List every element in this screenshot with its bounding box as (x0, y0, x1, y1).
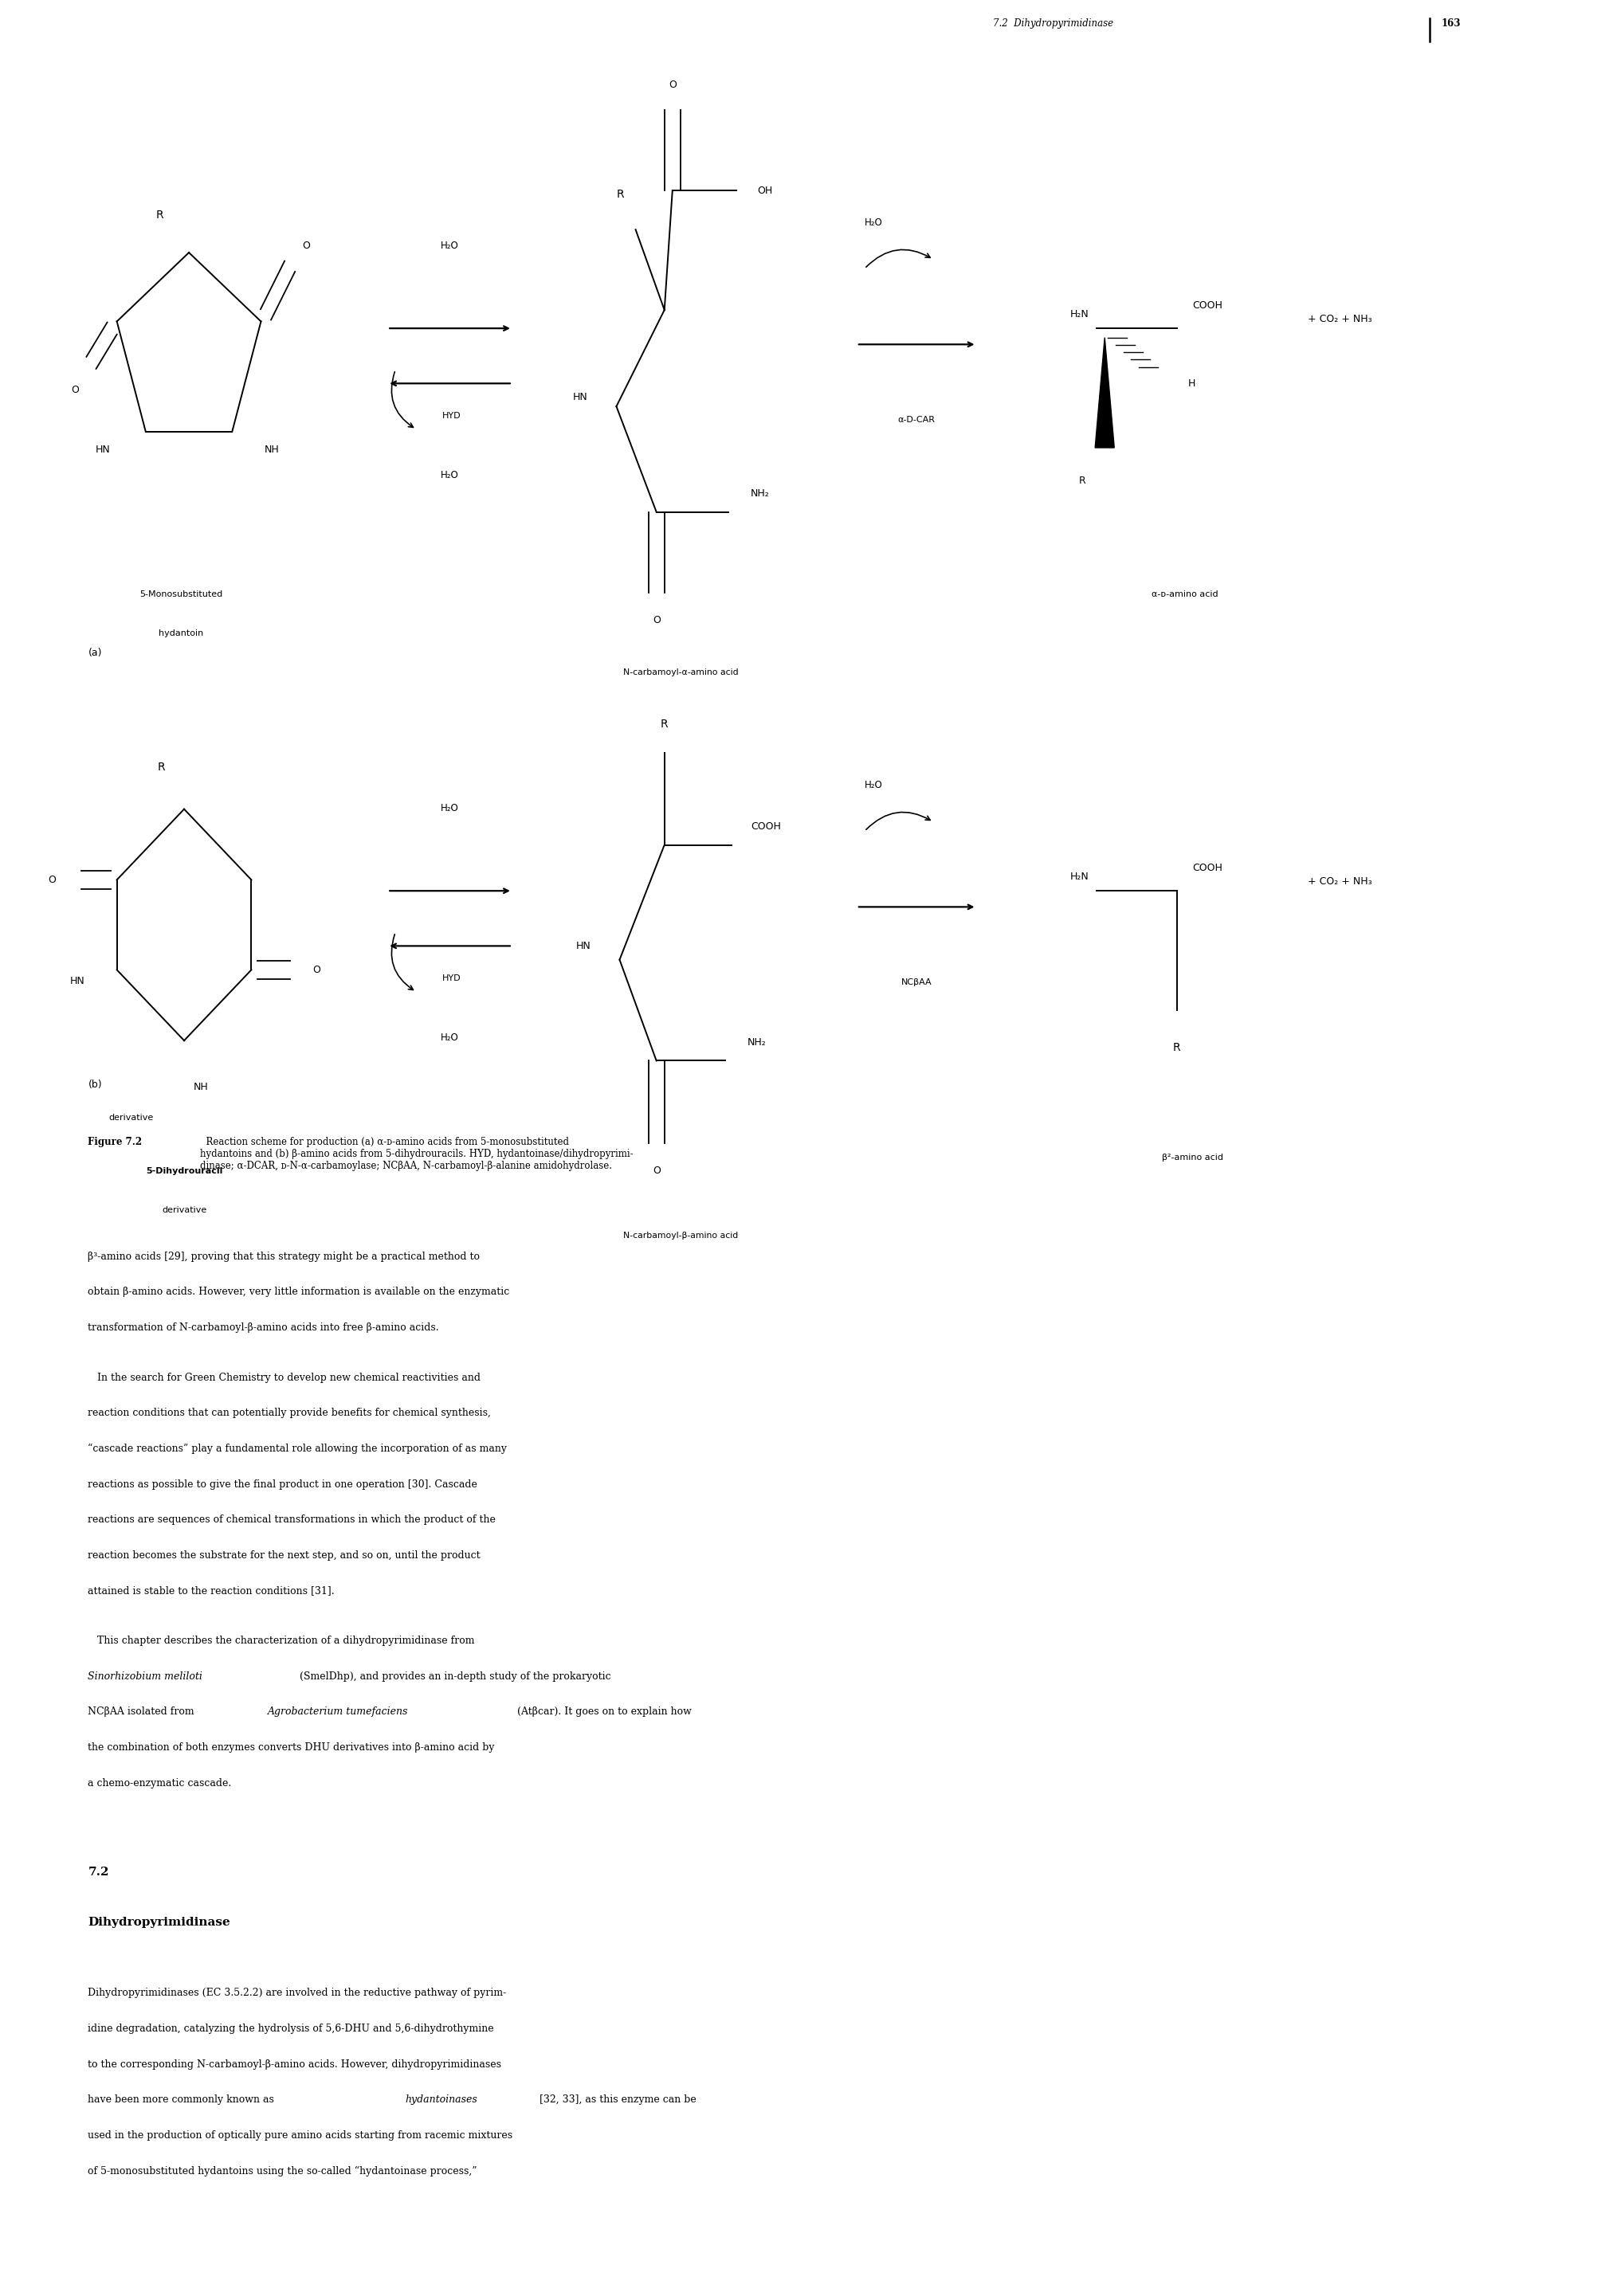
Text: NCβAA isolated from: NCβAA isolated from (88, 1706, 199, 1717)
Text: derivative: derivative (109, 1114, 154, 1120)
Text: “cascade reactions” play a fundamental role allowing the incorporation of as man: “cascade reactions” play a fundamental r… (88, 1444, 508, 1453)
Text: 7.2: 7.2 (88, 1867, 109, 1878)
Text: O: O (653, 1166, 660, 1176)
Text: to the corresponding Ν-carbamoyl-β-amino acids. However, dihydropyrimidinases: to the corresponding Ν-carbamoyl-β-amino… (88, 2060, 501, 2069)
Text: OH: OH (757, 186, 773, 195)
Text: In the search for Green Chemistry to develop new chemical reactivities and: In the search for Green Chemistry to dev… (88, 1373, 480, 1382)
Text: have been more commonly known as: have been more commonly known as (88, 2094, 277, 2105)
Text: HN: HN (576, 941, 591, 951)
Text: O: O (312, 964, 320, 976)
Text: HN: HN (70, 976, 85, 987)
Text: of 5-monosubstituted hydantoins using the so-called “hydantoinase process,”: of 5-monosubstituted hydantoins using th… (88, 2165, 477, 2177)
Text: reactions are sequences of chemical transformations in which the product of the: reactions are sequences of chemical tran… (88, 1515, 496, 1525)
Text: (Atβcar). It goes on to explain how: (Atβcar). It goes on to explain how (514, 1706, 692, 1717)
Text: Figure 7.2: Figure 7.2 (88, 1137, 142, 1148)
Text: H₂O: H₂O (865, 781, 882, 790)
Polygon shape (1095, 338, 1114, 448)
Text: O: O (303, 241, 309, 250)
Text: (b): (b) (88, 1079, 102, 1091)
Text: COOH: COOH (751, 822, 781, 831)
Text: R: R (1174, 1042, 1180, 1054)
Text: idine degradation, catalyzing the hydrolysis of 5,6-DHU and 5,6-dihydrothymine: idine degradation, catalyzing the hydrol… (88, 2023, 495, 2034)
Text: O: O (653, 615, 660, 625)
Text: obtain β-amino acids. However, very little information is available on the enzym: obtain β-amino acids. However, very litt… (88, 1286, 509, 1297)
Text: 5-Dihydrouracil: 5-Dihydrouracil (146, 1166, 223, 1176)
Text: H₂N: H₂N (1069, 872, 1089, 882)
Text: NH₂: NH₂ (748, 1038, 767, 1047)
Text: Sinorhizobium meliloti: Sinorhizobium meliloti (88, 1671, 203, 1681)
Text: β³-amino acids [29], proving that this strategy might be a practical method to: β³-amino acids [29], proving that this s… (88, 1251, 480, 1263)
Text: NH₂: NH₂ (751, 489, 770, 498)
Text: HN: HN (96, 445, 110, 455)
Text: Agrobacterium tumefaciens: Agrobacterium tumefaciens (267, 1706, 408, 1717)
Text: reaction becomes the substrate for the next step, and so on, until the product: reaction becomes the substrate for the n… (88, 1550, 480, 1561)
Text: [32, 33], as this enzyme can be: [32, 33], as this enzyme can be (536, 2094, 696, 2105)
Text: reactions as possible to give the final product in one operation [30]. Cascade: reactions as possible to give the final … (88, 1479, 477, 1490)
Text: 163: 163 (1441, 18, 1460, 30)
Text: O: O (72, 386, 78, 395)
Text: (SmelDhp), and provides an in-depth study of the prokaryotic: (SmelDhp), and provides an in-depth stud… (296, 1671, 610, 1681)
Text: HYD: HYD (442, 411, 461, 420)
Text: NCβAA: NCβAA (901, 978, 932, 987)
Text: hydantoinases: hydantoinases (405, 2094, 477, 2105)
Text: reaction conditions that can potentially provide benefits for chemical synthesis: reaction conditions that can potentially… (88, 1407, 492, 1419)
Text: β²-amino acid: β²-amino acid (1162, 1153, 1223, 1162)
Text: 7.2  Dihydropyrimidinase: 7.2 Dihydropyrimidinase (993, 18, 1113, 30)
Text: H: H (1188, 379, 1196, 388)
Text: the combination of both enzymes converts DHU derivatives into β-amino acid by: the combination of both enzymes converts… (88, 1743, 495, 1752)
Text: R: R (1079, 475, 1085, 487)
Text: Dihydropyrimidinase: Dihydropyrimidinase (88, 1917, 231, 1929)
Text: COOH: COOH (1193, 863, 1223, 872)
Text: N-carbamoyl-β-amino acid: N-carbamoyl-β-amino acid (623, 1231, 738, 1240)
Text: COOH: COOH (1193, 301, 1223, 310)
Text: + CO₂ + NH₃: + CO₂ + NH₃ (1308, 315, 1372, 324)
Text: NH: NH (194, 1081, 208, 1093)
Text: Reaction scheme for production (a) α-ᴅ-amino acids from 5-monosubstituted
hydant: Reaction scheme for production (a) α-ᴅ-a… (200, 1137, 634, 1171)
Text: 5-Monosubstituted: 5-Monosubstituted (139, 590, 223, 599)
Text: NH: NH (264, 445, 279, 455)
Text: α-D-CAR: α-D-CAR (898, 416, 935, 425)
Text: Dihydropyrimidinases (EC 3.5.2.2) are involved in the reductive pathway of pyrim: Dihydropyrimidinases (EC 3.5.2.2) are in… (88, 1988, 506, 1998)
Text: attained is stable to the reaction conditions [31].: attained is stable to the reaction condi… (88, 1587, 335, 1596)
Text: H₂N: H₂N (1069, 310, 1089, 319)
Text: H₂O: H₂O (440, 804, 459, 813)
Text: a chemo-enzymatic cascade.: a chemo-enzymatic cascade. (88, 1777, 232, 1789)
Text: derivative: derivative (162, 1205, 207, 1215)
Text: + CO₂ + NH₃: + CO₂ + NH₃ (1308, 877, 1372, 886)
Text: H₂O: H₂O (440, 1033, 459, 1042)
Text: R: R (155, 209, 163, 220)
Text: (a): (a) (88, 647, 102, 659)
Text: HYD: HYD (442, 974, 461, 983)
Text: O: O (669, 80, 676, 90)
Text: H₂O: H₂O (440, 471, 459, 480)
Text: N-carbamoyl-α-amino acid: N-carbamoyl-α-amino acid (623, 668, 738, 677)
Text: H₂O: H₂O (865, 218, 882, 227)
Text: R: R (157, 762, 165, 771)
Text: O: O (48, 875, 56, 884)
Text: α-ᴅ-amino acid: α-ᴅ-amino acid (1151, 590, 1218, 599)
Text: used in the production of optically pure amino acids starting from racemic mixtu: used in the production of optically pure… (88, 2131, 512, 2140)
Text: This chapter describes the characterization of a dihydropyrimidinase from: This chapter describes the characterizat… (88, 1635, 475, 1646)
Text: transformation of Ν-carbamoyl-β-amino acids into free β-amino acids.: transformation of Ν-carbamoyl-β-amino ac… (88, 1322, 439, 1334)
Text: R: R (616, 188, 624, 200)
Text: HN: HN (573, 393, 588, 402)
Text: R: R (661, 719, 668, 730)
Text: H₂O: H₂O (440, 241, 459, 250)
Text: hydantoin: hydantoin (158, 629, 203, 638)
